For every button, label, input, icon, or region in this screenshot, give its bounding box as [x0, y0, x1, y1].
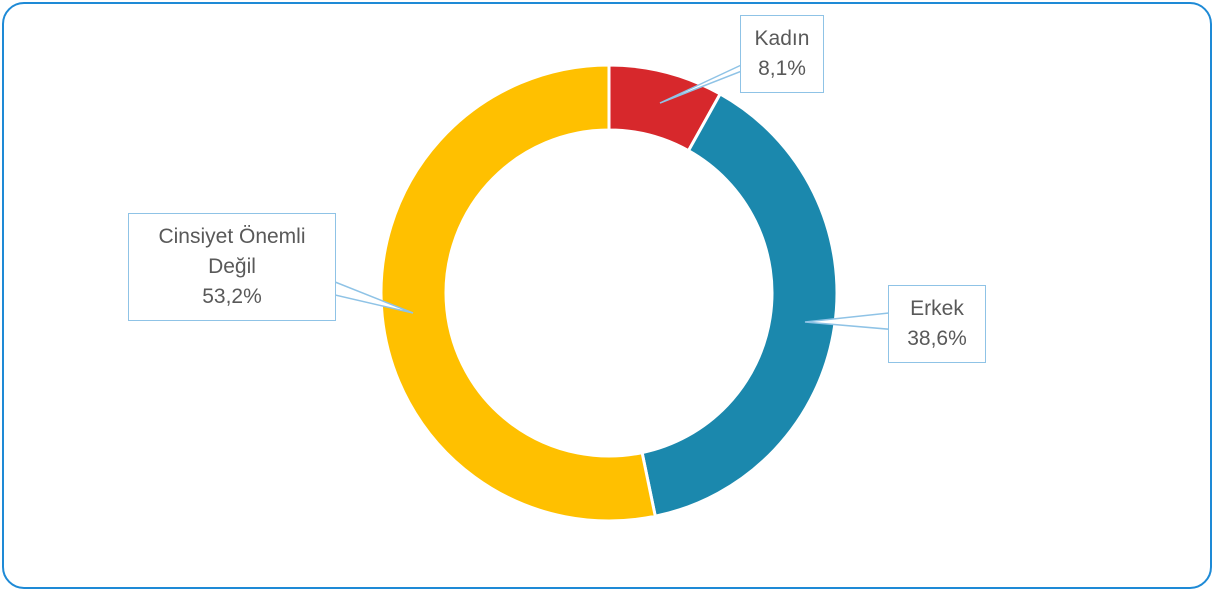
- data-label: Kadın 8,1%: [740, 15, 824, 93]
- data-label: Erkek 38,6%: [888, 285, 986, 363]
- value-label: 38,6%: [907, 327, 967, 350]
- category-label: Kadın: [754, 27, 810, 50]
- slice: [379, 63, 658, 523]
- value-label: 8,1%: [758, 57, 806, 80]
- data-label: Cinsiyet Önemli Değil 53,2%: [128, 213, 336, 321]
- category-label: Cinsiyet Önemli Değil: [158, 225, 306, 278]
- category-label: Erkek: [910, 297, 964, 320]
- slice: [640, 91, 839, 519]
- value-label: 53,2%: [202, 285, 262, 308]
